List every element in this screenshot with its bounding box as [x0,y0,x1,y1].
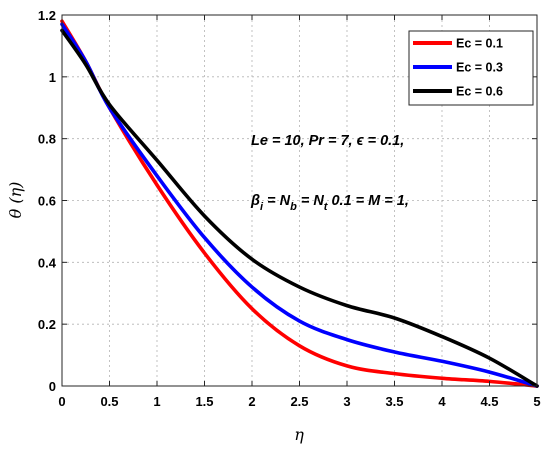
y-tick-label: 0.2 [38,317,56,332]
x-tick-label: 2.5 [290,394,308,409]
x-tick-label: 0 [58,394,65,409]
y-tick-label: 0.4 [38,255,57,270]
y-tick-label: 0 [49,379,56,394]
y-tick-labels: 0 0.2 0.4 0.6 0.8 1 1.2 [38,8,57,394]
tick-marks [61,14,538,387]
annotation-sub-b: b [290,201,297,213]
annotation-beta: β [250,193,260,209]
parameter-annotation-line-2: βi = Nb = Nt 0.1 = M = 1, [250,193,409,213]
x-tick-label: 4.5 [480,394,498,409]
annotation-sub-i: i [260,201,264,213]
series-lines [60,19,539,388]
x-tick-label: 1 [153,394,160,409]
x-tick-label: 5 [533,394,540,409]
x-tick-label: 2 [248,394,255,409]
y-tick-label: 1.2 [38,8,56,23]
legend-label-ec-0-6: Ec = 0.6 [456,85,503,99]
annotation-eq-nt: = N [297,193,325,209]
y-tick-label: 0.8 [38,132,56,147]
y-tick-label: 0.6 [38,194,56,209]
annotation-tail: 0.1 = M = 1, [327,193,408,209]
series-line-ec-0-6 [60,28,539,388]
x-axis-label: η [294,425,304,444]
y-tick-label: 1 [49,70,56,85]
x-tick-label: 3 [343,394,350,409]
series-line-ec-0-3 [60,22,539,388]
legend: Ec = 0.1 Ec = 0.3 Ec = 0.6 [408,30,534,106]
x-tick-label: 3.5 [385,394,403,409]
legend-label-ec-0-3: Ec = 0.3 [456,61,503,75]
annotation-sub-t: t [324,201,329,213]
parameter-annotation-line-1: Le = 10, Pr = 7, ϵ = 0.1, [251,133,404,149]
annotation-eq-nb: = N [263,193,291,209]
x-tick-label: 0.5 [100,394,118,409]
x-tick-label: 1.5 [195,394,213,409]
x-tick-labels: 0 0.5 1 1.5 2 2.5 3 3.5 4 4.5 5 [58,394,540,409]
legend-label-ec-0-1: Ec = 0.1 [456,37,503,51]
x-tick-label: 4 [438,394,446,409]
y-axis-label: θ (η) [6,182,25,219]
